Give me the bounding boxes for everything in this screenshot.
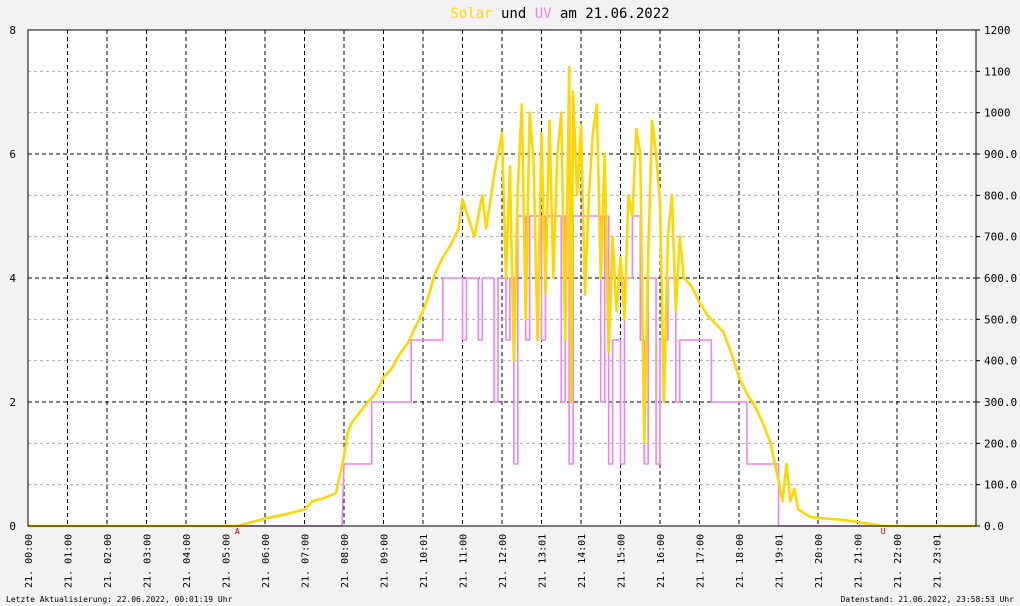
x-tick-label: 21. 15:00	[617, 534, 628, 588]
x-tick-label: 21. 02:00	[103, 534, 114, 588]
marker-label: A	[235, 527, 240, 536]
x-tick-label: 21. 04:00	[182, 534, 193, 588]
title-solar: Solar	[450, 6, 492, 22]
series-uv-line	[28, 215, 976, 527]
x-tick-label: 21. 00:00	[24, 534, 35, 588]
left-tick-label: 4	[9, 272, 16, 285]
x-tick-label: 21. 17:00	[696, 534, 707, 588]
x-tick-label: 21. 11:00	[459, 534, 470, 588]
x-tick-label: 21. 21:00	[854, 534, 865, 588]
footer-data-status: Datenstand: 21.06.2022, 23:58:53 Uhr	[841, 595, 1015, 604]
right-tick-label: 100.0	[984, 479, 1017, 492]
right-tick-label: 1000	[984, 107, 1011, 120]
x-tick-label: 21. 09:00	[380, 534, 391, 588]
left-tick-label: 2	[9, 396, 16, 409]
x-tick-label: 21. 07:00	[301, 534, 312, 588]
right-tick-label: 300.0	[984, 396, 1017, 409]
x-tick-label: 21. 19:01	[775, 534, 786, 588]
right-tick-label: 900.0	[984, 148, 1017, 161]
x-tick-label: 21. 12:00	[498, 534, 509, 588]
title-uv: UV	[535, 6, 552, 22]
left-tick-label: 8	[9, 24, 16, 37]
series-layer	[28, 65, 976, 528]
x-tick-label: 21. 16:00	[656, 534, 667, 588]
footer-last-update: Letzte Aktualisierung: 22.06.2022, 00:01…	[6, 595, 233, 604]
x-tick-label: 21. 01:00	[64, 534, 75, 588]
x-tick-label: 21. 14:01	[577, 534, 588, 588]
x-tick-label: 21. 03:00	[143, 534, 154, 588]
x-tick-label: 21. 10:01	[419, 534, 430, 588]
title-und: und	[493, 6, 535, 22]
right-tick-label: 600.0	[984, 272, 1017, 285]
right-tick-label: 700.0	[984, 231, 1017, 244]
right-tick-label: 500.0	[984, 313, 1017, 326]
marker-label: U	[881, 527, 886, 536]
left-tick-label: 6	[9, 148, 16, 161]
right-tick-label: 1100	[984, 65, 1011, 78]
x-axis: 21. 00:00 21. 01:00 21. 02:00 21. 03:00 21. …	[24, 534, 944, 588]
x-tick-label: 21. 06:00	[261, 534, 272, 588]
title-date: am 21.06.2022	[552, 6, 670, 22]
x-tick-label: 21. 18:00	[735, 534, 746, 588]
chart-title: Solar und UV am 21.06.2022	[450, 6, 669, 22]
x-tick-label: 21. 05:00	[222, 534, 233, 588]
right-tick-label: 1200	[984, 24, 1011, 37]
left-axis: 0 2 4 6 8	[9, 24, 16, 533]
right-tick-label: 0.0	[984, 520, 1004, 533]
x-tick-label: 21. 23:01	[933, 534, 944, 588]
x-tick-label: 21. 20:00	[814, 534, 825, 588]
x-tick-label: 21. 22:00	[893, 534, 904, 588]
right-tick-label: 200.0	[984, 437, 1017, 450]
left-tick-label: 0	[9, 520, 16, 533]
right-tick-label: 800.0	[984, 189, 1017, 202]
right-axis: 0.0 100.0 200.0 300.0 400.0 500.0 600.0 700.0 80…	[976, 24, 1017, 533]
series-solar-line	[28, 65, 976, 528]
right-tick-label: 400.0	[984, 355, 1017, 368]
x-tick-label: 21. 13:01	[538, 534, 549, 588]
x-tick-label: 21. 08:00	[340, 534, 351, 588]
